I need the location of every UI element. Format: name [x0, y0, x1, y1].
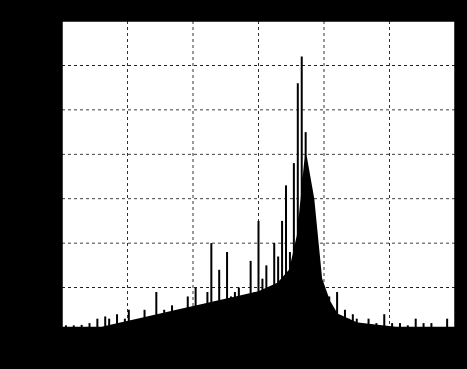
axes-frame	[61, 20, 456, 333]
